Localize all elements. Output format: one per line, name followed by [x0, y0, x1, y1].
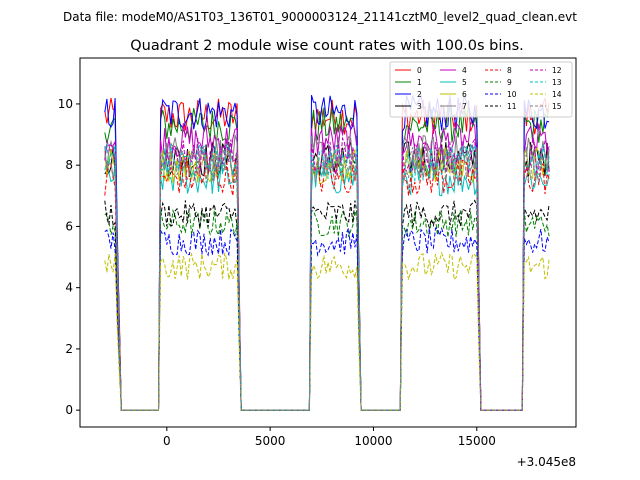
legend-label-12: 12: [552, 66, 562, 75]
x-tick-label: 15000: [458, 434, 496, 448]
legend-label-2: 2: [417, 90, 422, 99]
legend-label-7: 7: [462, 102, 467, 111]
series-line-13: [104, 143, 550, 411]
series-line-7: [104, 134, 550, 411]
chart-title: Quadrant 2 module wise count rates with …: [130, 38, 524, 54]
legend-label-0: 0: [417, 66, 422, 75]
y-tick-label: 10: [58, 97, 73, 111]
legend-label-8: 8: [507, 66, 512, 75]
x-tick-label: 0: [163, 434, 171, 448]
x-tick-label: 5000: [255, 434, 286, 448]
legend-label-13: 13: [552, 78, 562, 87]
series-line-11: [104, 199, 550, 411]
y-tick-label: 2: [65, 342, 73, 356]
legend-box: [389, 61, 573, 118]
series-line-15: [104, 145, 550, 411]
legend-label-6: 6: [462, 90, 467, 99]
x-offset-label: +3.045e8: [517, 455, 576, 469]
y-tick-label: 4: [65, 281, 73, 295]
y-tick-label: 8: [65, 158, 73, 172]
legend-label-1: 1: [417, 78, 422, 87]
legend-label-15: 15: [552, 102, 562, 111]
series-line-10: [104, 226, 550, 411]
series-layer: [104, 93, 550, 411]
legend-label-14: 14: [552, 90, 562, 99]
legend-label-9: 9: [507, 78, 512, 87]
series-line-14: [104, 251, 550, 411]
x-axis: 0 5000 10000 15000: [163, 427, 496, 448]
legend-label-5: 5: [462, 78, 467, 87]
legend-label-10: 10: [507, 90, 517, 99]
y-axis: 0 2 4 6 8 10: [58, 97, 80, 417]
series-line-12: [104, 136, 550, 411]
series-line-6: [104, 147, 550, 411]
legend-label-11: 11: [507, 102, 517, 111]
series-line-9: [104, 208, 550, 411]
series-line-5: [104, 158, 550, 411]
y-tick-label: 0: [65, 403, 73, 417]
chart-suptitle: Data file: modeM0/AS1T03_136T01_90000031…: [63, 10, 577, 24]
x-tick-label: 10000: [354, 434, 392, 448]
series-line-8: [104, 159, 550, 411]
y-tick-label: 6: [65, 219, 73, 233]
plot-area-frame: [79, 57, 577, 428]
legend-label-3: 3: [417, 102, 422, 111]
legend-label-4: 4: [462, 66, 467, 75]
